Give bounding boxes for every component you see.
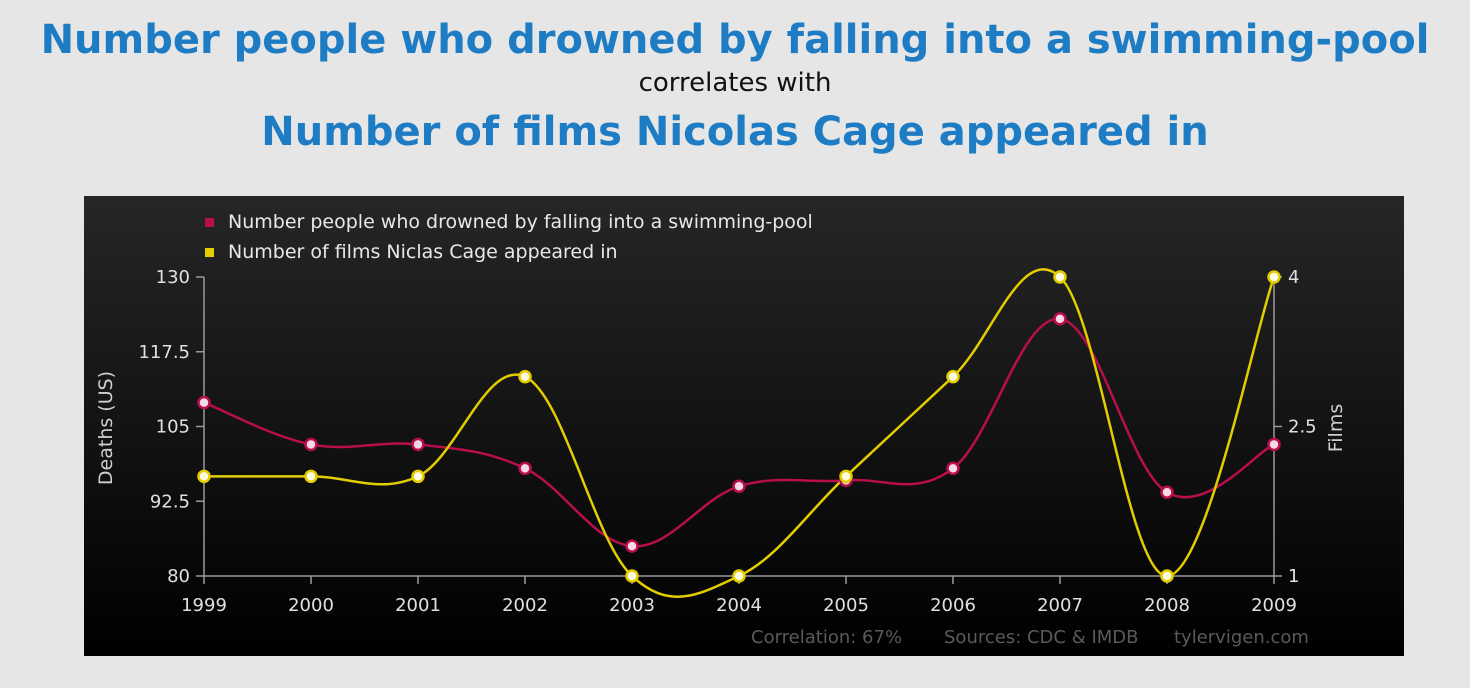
x-tick-label: 2000 (288, 595, 334, 616)
axes: 130 117.5 105 92.5 80 4 2.5 1 1999 2000 2001 2002 20… (138, 267, 1316, 616)
footer: Correlation: 67% Sources: CDC & IMDB tyl… (751, 627, 1309, 648)
data-point-drownings (1053, 312, 1067, 326)
data-point-drownings (1267, 437, 1281, 452)
data-point-films (411, 469, 425, 484)
data-point-drownings (1160, 485, 1174, 500)
x-tick-label: 2009 (1251, 595, 1297, 616)
y-right-tick-label: 2.5 (1288, 417, 1317, 438)
chart-connector: correlates with (638, 68, 832, 98)
footer-correlation: Correlation: 67% (751, 627, 902, 648)
chart-panel: Number people who drowned by falling int… (84, 196, 1404, 656)
data-point-drownings (304, 437, 318, 452)
data-point-drownings (732, 479, 746, 494)
y-left-tick-label: 117.5 (138, 342, 190, 363)
data-point-films (197, 469, 211, 484)
data-point-films (1267, 270, 1281, 284)
legend-swatch-films (205, 248, 214, 257)
data-point-films (518, 369, 532, 384)
x-tick-label: 2005 (823, 595, 869, 616)
y-axis-right-label: Films (1325, 404, 1347, 453)
data-point-films (732, 569, 746, 583)
x-tick-label: 2004 (716, 595, 762, 616)
chart-title: Number people who drowned by falling int… (40, 17, 1430, 63)
data-point-drownings (197, 395, 211, 410)
legend-swatch-drownings (205, 218, 214, 227)
footer-site: tylervigen.com (1174, 627, 1309, 648)
y-left-tick-label: 80 (167, 566, 190, 587)
data-point-drownings (625, 539, 639, 553)
x-tick-label: 2001 (395, 595, 441, 616)
footer-sources: Sources: CDC & IMDB (944, 627, 1139, 648)
legend-label-drownings: Number people who drowned by falling int… (228, 211, 813, 233)
x-tick-label: 2003 (609, 595, 655, 616)
series-line-drownings (203, 317, 1275, 548)
y-left-tick-label: 105 (156, 417, 190, 438)
y-axis-left-label: Deaths (US) (95, 371, 117, 485)
x-tick-label: 2002 (502, 595, 548, 616)
y-left-tick-label: 130 (156, 267, 190, 288)
data-point-drownings (946, 461, 960, 476)
data-point-films (946, 369, 960, 384)
chart-background (84, 196, 1404, 656)
y-right-tick-label: 1 (1288, 566, 1299, 587)
chart-subtitle: Number of films Nicolas Cage appeared in (261, 109, 1209, 155)
data-point-films (1160, 569, 1174, 583)
y-right-tick-label: 4 (1288, 267, 1299, 288)
data-point-films (625, 569, 639, 583)
data-point-films (839, 469, 853, 484)
data-point-films (1053, 270, 1067, 284)
x-tick-label: 2006 (930, 595, 976, 616)
legend-label-films: Number of films Niclas Cage appeared in (228, 241, 618, 263)
x-tick-label: 2008 (1144, 595, 1190, 616)
legend: Number people who drowned by falling int… (205, 211, 813, 263)
x-tick-label: 1999 (181, 595, 227, 616)
y-left-tick-label: 92.5 (150, 491, 190, 512)
chart-marks (197, 268, 1281, 598)
data-point-drownings (518, 461, 532, 476)
chart-svg: Number people who drowned by falling int… (84, 196, 1404, 656)
data-point-films (304, 469, 318, 484)
data-point-drownings (411, 437, 425, 452)
x-tick-label: 2007 (1037, 595, 1083, 616)
